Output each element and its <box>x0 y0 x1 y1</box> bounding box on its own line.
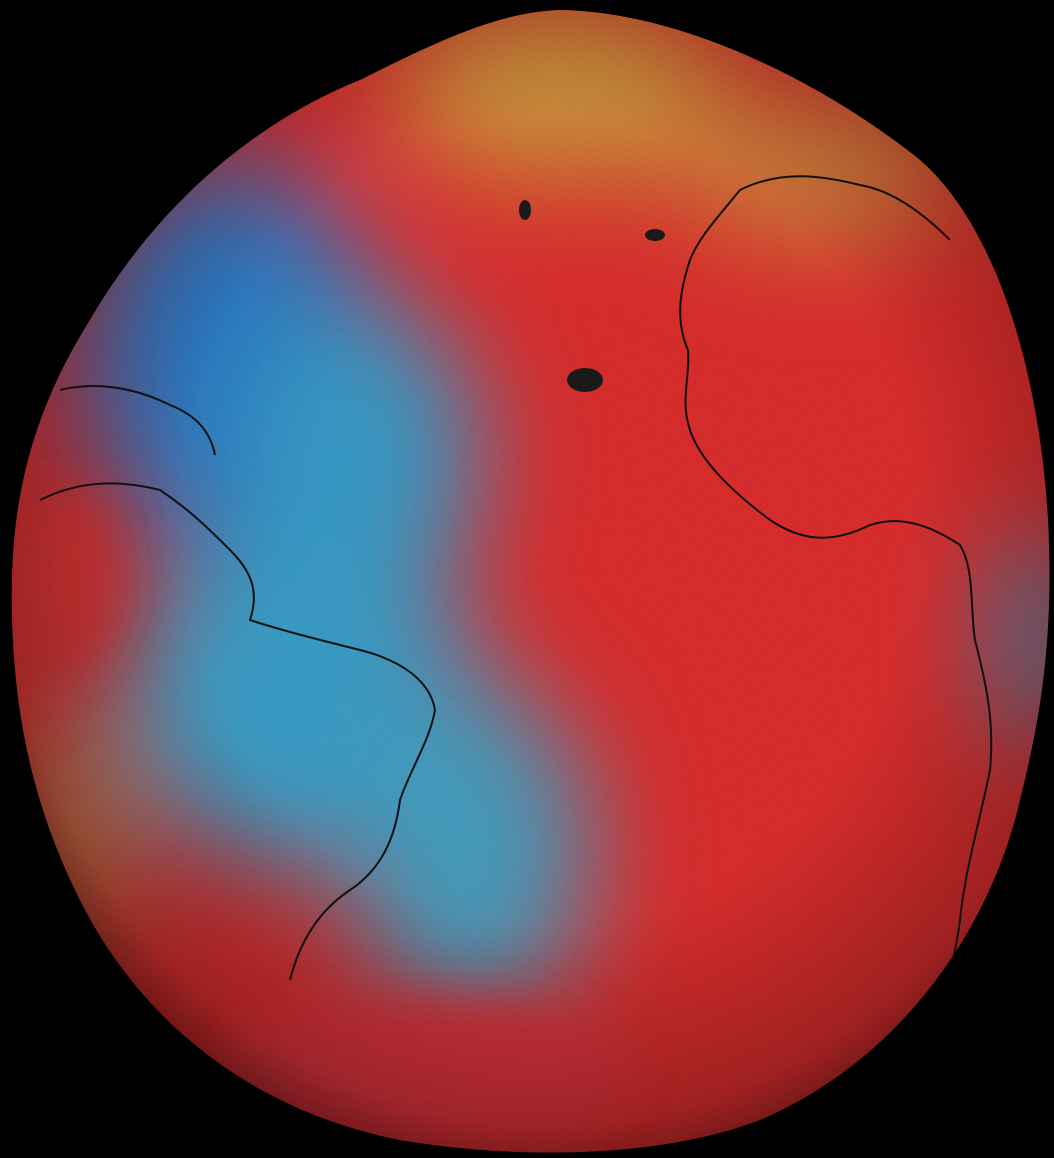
islands <box>519 200 665 392</box>
island <box>567 368 603 392</box>
island <box>519 200 531 220</box>
south-america-coast <box>39 482 436 981</box>
island <box>645 229 665 241</box>
caribbean-coast <box>59 384 216 456</box>
africa-coast <box>679 189 993 1011</box>
coastlines <box>39 175 993 1011</box>
europe-coast <box>739 175 951 241</box>
